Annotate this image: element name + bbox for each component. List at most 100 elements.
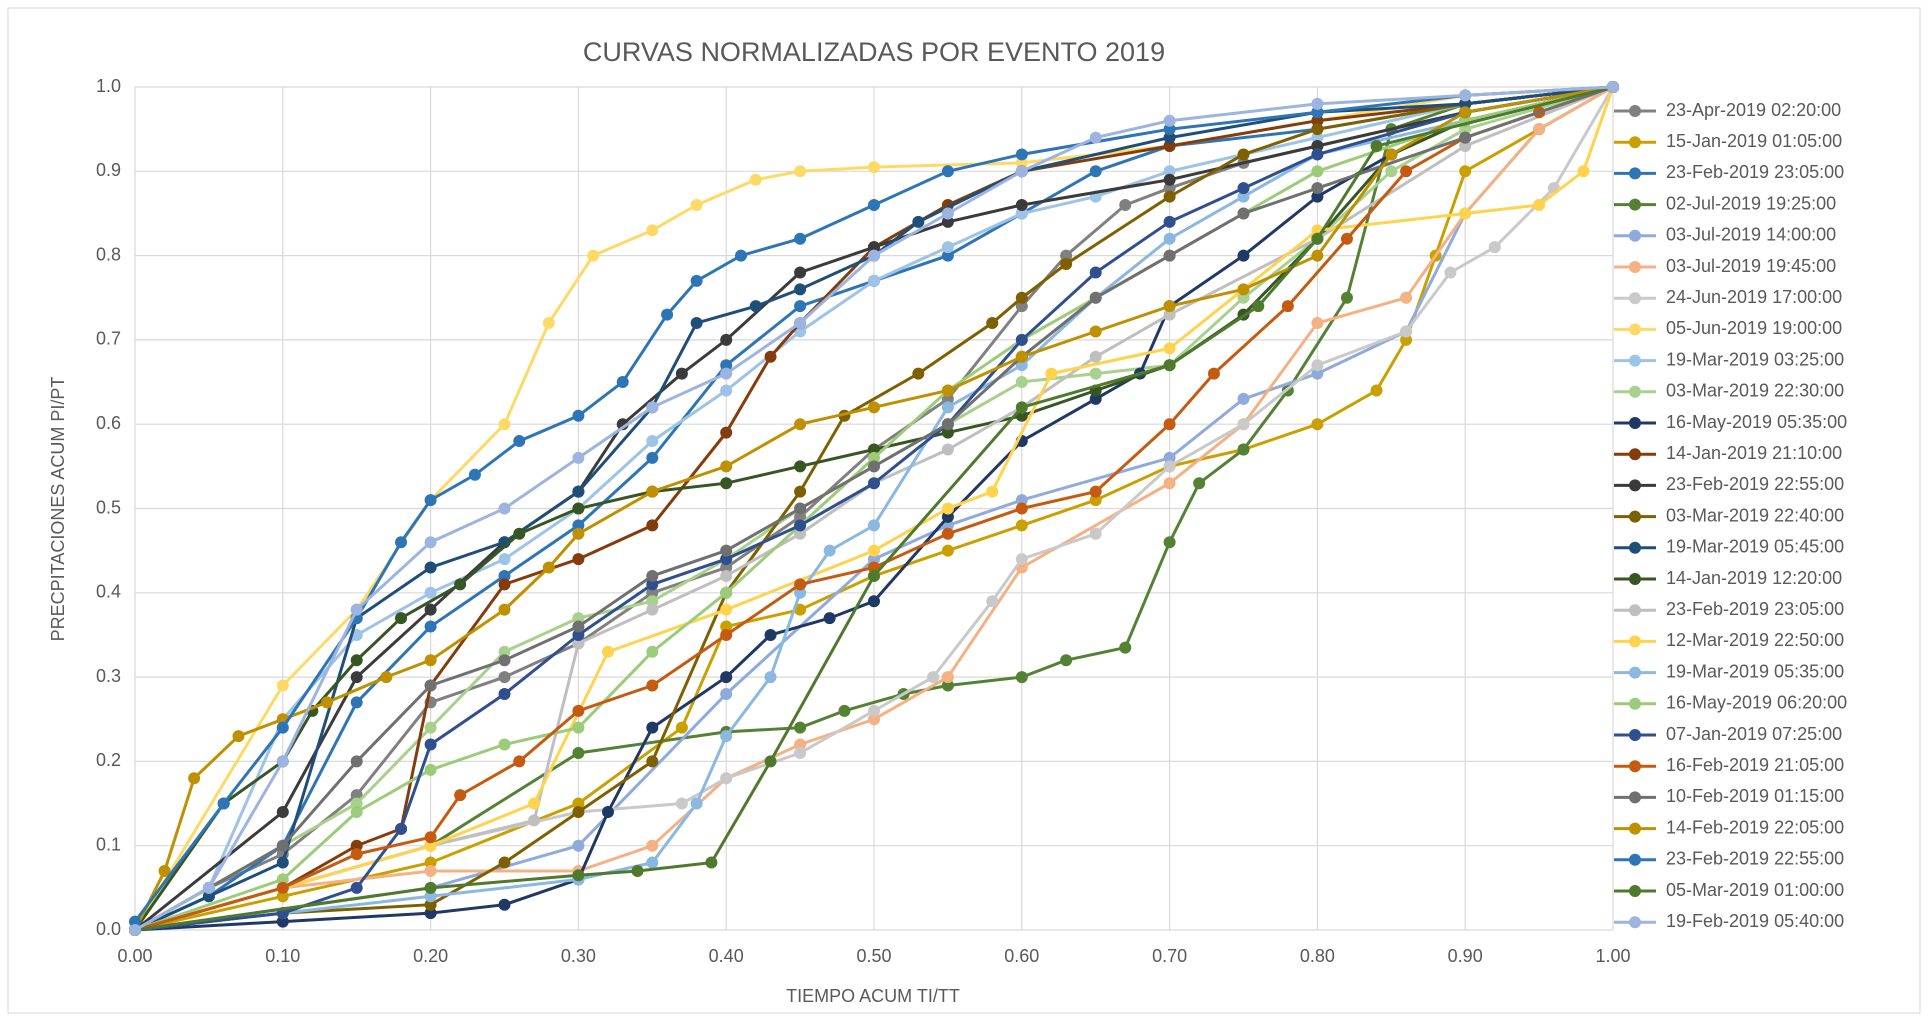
- x-axis-label: TIEMPO ACUM TI/TT: [786, 986, 960, 1006]
- data-point: [868, 161, 880, 174]
- legend-marker: [1629, 885, 1641, 897]
- data-point: [572, 797, 585, 810]
- data-point: [424, 494, 437, 507]
- legend-label: 12-Mar-2019 22:50:00: [1666, 630, 1844, 650]
- data-point: [572, 612, 585, 625]
- data-point: [1340, 232, 1353, 245]
- legend-label: 14-Jan-2019 12:20:00: [1666, 568, 1842, 588]
- data-point: [794, 300, 807, 313]
- data-point: [690, 274, 703, 287]
- legend-label: 19-Feb-2019 05:40:00: [1666, 911, 1844, 931]
- data-point: [794, 738, 807, 751]
- data-point: [1089, 392, 1102, 405]
- data-point: [1311, 367, 1324, 380]
- data-point: [202, 881, 215, 894]
- legend-bg: [1614, 533, 1914, 562]
- data-point: [1311, 317, 1324, 330]
- x-tick-label: 0.00: [117, 946, 152, 966]
- data-point: [276, 805, 289, 818]
- data-point: [424, 864, 437, 877]
- data-point: [1089, 266, 1102, 279]
- data-point: [424, 536, 437, 549]
- data-point: [1459, 207, 1472, 220]
- data-point: [188, 772, 201, 785]
- data-point: [794, 418, 807, 431]
- data-point: [1015, 401, 1028, 414]
- data-point: [1089, 527, 1102, 540]
- data-point: [1311, 106, 1324, 119]
- data-point: [986, 317, 999, 330]
- data-point: [424, 881, 437, 894]
- data-point: [1163, 182, 1176, 195]
- data-point: [424, 831, 437, 844]
- legend-marker: [1629, 573, 1641, 585]
- legend-marker: [1629, 791, 1641, 804]
- legend-marker: [1629, 729, 1641, 741]
- series: [129, 81, 1619, 936]
- data-point: [498, 645, 511, 658]
- data-point: [1015, 333, 1028, 346]
- data-point: [941, 207, 954, 220]
- legend-marker: [1629, 323, 1641, 336]
- legend-label: 19-Mar-2019 03:25:00: [1666, 349, 1844, 369]
- data-point: [572, 620, 585, 633]
- legend-marker: [1629, 541, 1641, 554]
- series-line: [134, 86, 1615, 932]
- data-point: [276, 873, 289, 886]
- data-point: [395, 822, 408, 835]
- data-point: [1400, 333, 1413, 346]
- legend-marker: [1629, 916, 1641, 929]
- data-point: [1311, 232, 1324, 245]
- series: [129, 81, 1619, 936]
- data-point: [646, 603, 659, 616]
- y-tick-label: 0.2: [96, 750, 121, 770]
- data-point: [321, 696, 334, 709]
- data-point: [941, 215, 954, 228]
- series-line: [134, 85, 1614, 932]
- data-point: [498, 553, 511, 566]
- data-point: [572, 409, 585, 422]
- data-point: [1340, 291, 1353, 304]
- data-point: [350, 805, 363, 818]
- data-point: [1311, 123, 1324, 136]
- data-point: [276, 755, 289, 768]
- x-tick-label: 0.60: [1004, 946, 1039, 966]
- data-point: [705, 856, 718, 869]
- legend-marker: [1629, 385, 1641, 398]
- data-point: [1237, 392, 1250, 405]
- data-point: [646, 721, 659, 734]
- data-point: [868, 553, 880, 566]
- data-point: [1311, 165, 1324, 178]
- data-point: [764, 628, 777, 641]
- legend-bg: [1614, 377, 1914, 406]
- data-point: [646, 401, 659, 414]
- data-point: [1207, 367, 1220, 380]
- data-point: [646, 519, 659, 532]
- data-point: [1252, 300, 1265, 313]
- legend-label: 02-Jul-2019 19:25:00: [1666, 193, 1836, 213]
- data-point: [1237, 190, 1250, 203]
- data-point: [749, 173, 762, 186]
- data-point: [350, 696, 363, 709]
- y-tick-label: 0.9: [96, 160, 121, 180]
- data-point: [601, 805, 614, 818]
- data-point: [868, 249, 880, 262]
- data-point: [1015, 376, 1028, 389]
- data-point: [1370, 140, 1383, 153]
- data-point: [764, 755, 777, 768]
- data-point: [350, 603, 363, 616]
- data-point: [424, 586, 437, 599]
- data-point: [1400, 291, 1413, 304]
- data-point: [720, 730, 733, 743]
- legend-bg: [1614, 471, 1914, 500]
- data-point: [350, 671, 363, 684]
- data-point: [794, 603, 807, 616]
- x-tick-label: 0.40: [709, 946, 744, 966]
- legend-bg: [1614, 409, 1914, 437]
- legend-bg: [1614, 596, 1914, 625]
- data-point: [572, 485, 585, 498]
- data-point: [572, 553, 585, 566]
- legend-marker: [1629, 167, 1641, 180]
- data-point: [1163, 114, 1176, 127]
- legend-marker: [1629, 417, 1641, 429]
